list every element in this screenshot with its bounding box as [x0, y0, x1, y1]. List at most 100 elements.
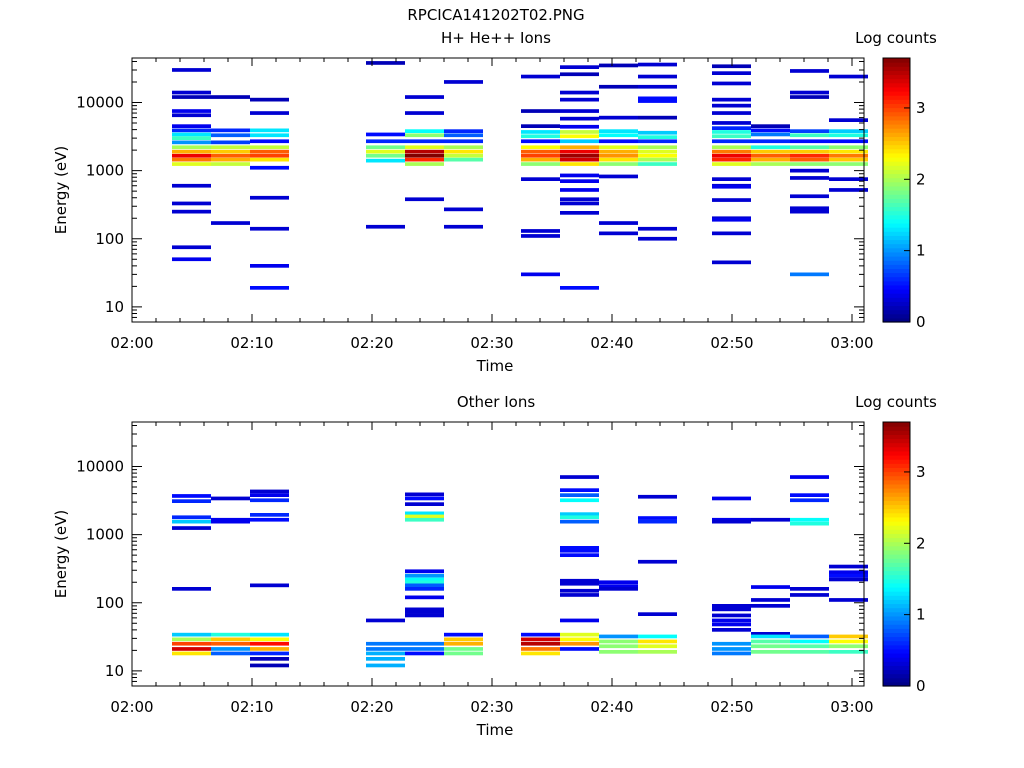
- heatmap-cell: [250, 165, 289, 170]
- heatmap-cell: [829, 650, 868, 654]
- axes: 02:00 02:10 02:20 02:30 02:40 02:50 03:00 10 100…: [76, 58, 874, 352]
- colorbar-swatch: [883, 289, 910, 294]
- heatmap-cell: [638, 145, 677, 150]
- heatmap-cell: [599, 129, 638, 133]
- y-axis-label: Energy (eV): [52, 510, 70, 598]
- heatmap-cell: [560, 548, 599, 553]
- colorbar-swatch: [883, 194, 910, 199]
- heatmap-cell: [405, 496, 444, 501]
- colorbar-swatch: [883, 317, 910, 323]
- heatmap-cell: [712, 130, 751, 134]
- x-tick-label: 02:00: [110, 334, 153, 352]
- heatmap-cell: [790, 139, 829, 144]
- heatmap-cell: [712, 231, 751, 236]
- colorbar-swatch: [883, 223, 910, 228]
- colorbar-swatch: [883, 157, 910, 162]
- colorbar-swatch: [883, 119, 910, 125]
- heatmap-cell: [638, 115, 677, 120]
- heatmap-cell: [444, 129, 483, 133]
- plot-frame: [131, 421, 865, 687]
- heatmap-cell: [172, 632, 211, 637]
- heatmap-cell: [172, 641, 211, 646]
- heatmap-cell: [366, 158, 405, 163]
- colorbar-swatch: [883, 152, 910, 158]
- heatmap-cell: [172, 526, 211, 530]
- colorbar-swatch: [883, 124, 910, 129]
- heatmap-cell: [560, 519, 599, 524]
- heatmap-cell: [790, 475, 829, 479]
- heatmap-cell: [560, 641, 599, 646]
- colorbar-swatch: [883, 467, 910, 473]
- heatmap-cell: [250, 226, 289, 231]
- heatmap-cell: [599, 644, 638, 649]
- colorbar-swatch: [883, 574, 910, 580]
- heatmap-cell: [250, 97, 289, 102]
- heatmap-cell: [712, 111, 751, 115]
- heatmap-cell: [250, 111, 289, 115]
- heatmap-cell: [560, 593, 599, 597]
- heatmap-cell: [560, 488, 599, 492]
- heatmap-cell: [211, 128, 250, 133]
- heatmap-cell: [638, 236, 677, 241]
- heatmap-cell: [560, 72, 599, 77]
- heatmap-cell: [211, 221, 250, 225]
- x-tick-label: 02:50: [710, 698, 753, 716]
- y-tick-label: 10: [105, 662, 124, 680]
- heatmap-cell: [211, 519, 250, 524]
- heatmap-cell: [405, 492, 444, 497]
- colorbar-frame: [882, 57, 911, 323]
- y-tick-label: 10: [105, 298, 124, 316]
- heatmap-cell: [560, 124, 599, 129]
- colorbar-swatch: [883, 144, 910, 150]
- colorbar: 0 1 2 3: [882, 421, 926, 695]
- colorbar-swatch: [883, 591, 910, 596]
- colorbar-swatch: [883, 512, 910, 518]
- heatmap-cell: [638, 99, 677, 103]
- colorbar-swatch: [883, 455, 910, 460]
- colorbar-swatch: [883, 115, 910, 121]
- heatmap-cell: [751, 634, 790, 639]
- colorbar-swatch: [883, 529, 910, 534]
- heatmap-cell: [560, 130, 599, 134]
- heatmap-cell: [405, 95, 444, 99]
- heatmap-cell: [829, 153, 868, 158]
- colorbar-tick-label: 2: [916, 534, 926, 552]
- colorbar-swatch: [883, 70, 910, 76]
- heatmap-cell: [560, 149, 599, 154]
- heatmap-cell: [829, 577, 868, 582]
- colorbar-frame: [882, 421, 911, 687]
- heatmap-cell: [521, 139, 560, 144]
- heatmap-cell: [712, 103, 751, 108]
- heatmap-cell: [790, 149, 829, 154]
- heatmap-cell: [405, 111, 444, 115]
- heatmap-cell: [366, 153, 405, 158]
- heatmap-cell: [560, 637, 599, 642]
- heatmap-cell: [599, 84, 638, 89]
- colorbar-swatch: [883, 305, 910, 311]
- colorbar-swatch: [883, 599, 910, 605]
- colorbar-swatch: [883, 488, 910, 493]
- heatmap-cell: [521, 641, 560, 646]
- colorbar-swatch: [883, 177, 910, 183]
- y-axis-label: Energy (eV): [52, 146, 70, 234]
- colorbar-swatch: [883, 82, 910, 88]
- heatmap-cell: [366, 647, 405, 651]
- heatmap-cell: [444, 647, 483, 651]
- colorbar-swatch: [883, 603, 910, 609]
- heatmap-cell: [712, 260, 751, 265]
- heatmap-cell: [250, 139, 289, 144]
- heatmap-cell: [638, 139, 677, 144]
- heatmap-cell: [712, 607, 751, 612]
- x-tick-label: 02:50: [710, 334, 753, 352]
- heatmap-cell: [751, 644, 790, 649]
- x-axis-label: Time: [476, 357, 514, 375]
- x-tick-label: 03:00: [830, 698, 873, 716]
- heatmap-cell: [366, 139, 405, 144]
- y-tick-label: 100: [95, 594, 124, 612]
- colorbar-swatch: [883, 293, 910, 298]
- heatmap-cell: [250, 153, 289, 158]
- colorbar-swatch: [883, 446, 910, 452]
- heatmap-cell: [790, 90, 829, 95]
- colorbar-tick-label: 1: [916, 606, 926, 624]
